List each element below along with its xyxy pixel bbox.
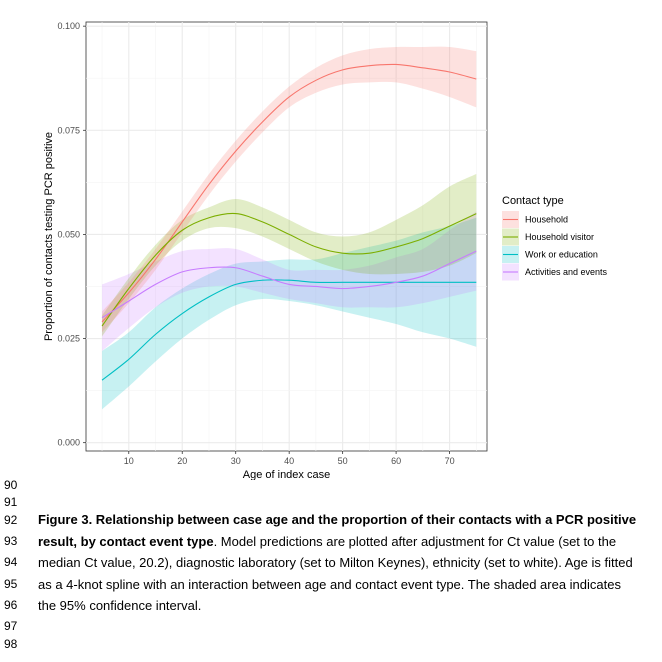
line-number: 95 bbox=[4, 577, 18, 591]
series-line bbox=[101, 250, 477, 319]
legend-label: Household visitor bbox=[525, 232, 594, 242]
chart: 10 20 30 40 50 60 700.0000.0250.0500.0750.100 … bbox=[43, 21, 608, 480]
figure-caption: Figure 3. Relationship between case age … bbox=[38, 509, 638, 617]
confidence-bands bbox=[102, 46, 477, 410]
plot-panel bbox=[85, 21, 488, 452]
legend-label: Household bbox=[525, 215, 568, 225]
y-tick-label: 0.075 bbox=[57, 125, 80, 135]
line-number: 97 bbox=[4, 619, 18, 633]
grid bbox=[86, 22, 487, 451]
x-tick-label: 40 bbox=[284, 456, 294, 466]
legend: Contact type Household Household visitor W… bbox=[502, 195, 608, 281]
axes: 10 20 30 40 50 60 70 0.000 0.025 0.050 0.075 0.100 bbox=[57, 21, 454, 466]
confidence-band bbox=[102, 46, 477, 333]
x-tick-label: 50 bbox=[338, 456, 348, 466]
y-tick-label: 0.050 bbox=[57, 229, 80, 239]
confidence-band bbox=[102, 174, 477, 337]
x-tick-label: 70 bbox=[445, 456, 455, 466]
y-tick-label: 0.000 bbox=[57, 438, 80, 448]
caption-title: Figure 3. Relationship between case age … bbox=[38, 512, 637, 549]
series-line bbox=[101, 63, 477, 323]
line-number: 91 bbox=[4, 495, 18, 509]
x-tick-label: 20 bbox=[177, 456, 187, 466]
legend-label: Activities and events bbox=[525, 267, 608, 277]
x-tick-label: 10 bbox=[124, 456, 134, 466]
line-number: 93 bbox=[4, 534, 18, 548]
x-axis-title: Age of index case bbox=[243, 469, 330, 480]
line-number: 92 bbox=[4, 513, 18, 527]
line-number: 96 bbox=[4, 598, 18, 612]
y-axis-title: Proportion of contacts testing PCR posit… bbox=[43, 132, 55, 341]
series-lines bbox=[101, 63, 477, 381]
caption-body: . Model predictions are plotted after ad… bbox=[38, 533, 633, 614]
y-tick-label: 0.100 bbox=[57, 21, 80, 31]
line-number: 98 bbox=[4, 637, 18, 651]
series-line bbox=[101, 279, 477, 381]
y-tick-label: 0.025 bbox=[57, 334, 80, 344]
x-tick-label: 60 bbox=[391, 456, 401, 466]
line-number: 94 bbox=[4, 555, 18, 569]
legend-label: Work or education bbox=[525, 250, 598, 260]
confidence-band bbox=[102, 211, 477, 352]
confidence-band bbox=[102, 217, 477, 410]
legend-title: Contact type bbox=[502, 195, 564, 207]
line-number: 90 bbox=[4, 478, 18, 492]
x-tick-label: 30 bbox=[231, 456, 241, 466]
series-line bbox=[101, 212, 477, 327]
